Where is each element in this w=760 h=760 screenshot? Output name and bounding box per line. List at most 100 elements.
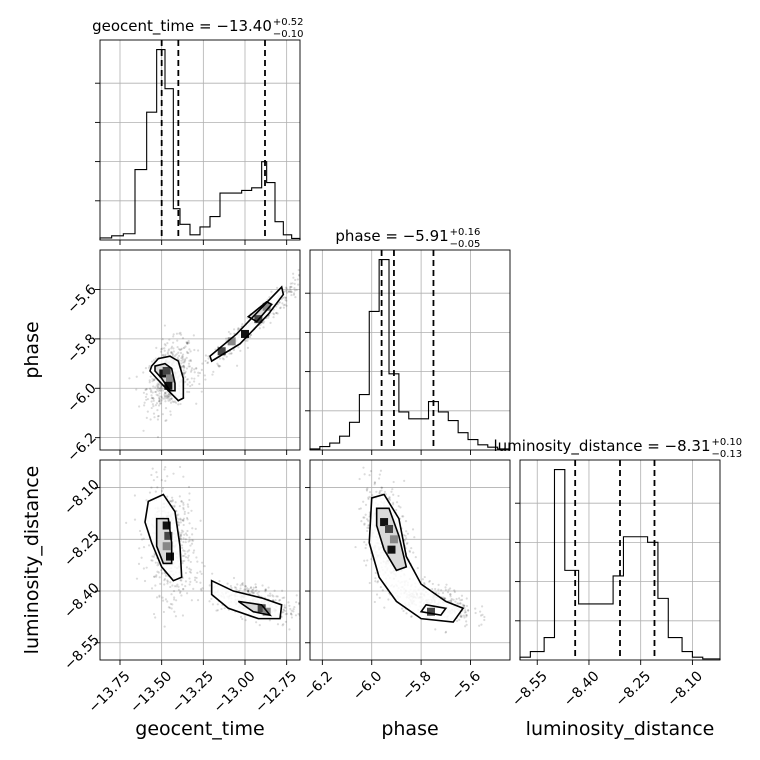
sample-point [182,588,185,591]
sample-point [183,371,186,375]
sample-point [184,532,188,535]
sample-point [297,603,300,606]
sample-point [410,547,413,550]
sample-point [164,479,167,483]
y-tick-label: −5.8 [64,331,99,366]
sample-point [279,306,282,309]
sample-point [176,356,179,359]
sample-point [200,561,204,564]
sample-point [150,587,154,590]
sample-point [453,589,456,592]
sample-point [156,435,160,439]
sample-point [373,483,376,486]
sample-point [175,514,179,517]
sample-point [289,290,292,294]
sample-point [181,357,184,360]
sample-point [140,556,143,559]
sample-point [363,516,366,519]
grid-lines [536,460,693,660]
sample-point [166,579,169,582]
sample-point [171,499,174,502]
sample-point [366,518,369,521]
sample-point [404,534,407,537]
sample-point [171,400,174,403]
sample-point [281,624,284,627]
sample-point [184,541,187,544]
sample-point [250,590,253,593]
sample-point [247,588,250,591]
sample-point [160,569,163,572]
sample-point [170,593,173,596]
density-pixel [227,337,236,346]
density-pixel [387,545,396,554]
sample-point [319,258,321,260]
sample-point [306,279,308,281]
sample-point [153,575,156,578]
sample-point [363,522,366,525]
sample-point [404,520,408,523]
sample-point [284,296,288,299]
sample-point [195,366,198,370]
scatter-geocent_time-luminosity_distance [125,465,300,631]
sample-point [181,519,184,522]
sample-point [158,397,161,401]
sample-point [294,278,297,282]
sample-point [168,606,171,609]
sample-point [171,353,175,356]
sample-point [403,539,406,542]
sample-point [246,590,250,593]
sample-point [189,580,192,583]
sample-point [187,351,190,355]
sample-point [239,584,242,587]
sample-point [444,586,447,589]
sample-point [467,609,470,612]
sample-point [161,354,164,357]
sample-point [160,348,163,351]
sample-point [150,559,153,562]
y-tick-label: −5.6 [64,282,99,317]
sample-point [188,539,192,542]
sample-point [297,268,300,272]
x-tick-label: −6.0 [350,668,385,703]
sample-point [156,408,159,412]
sample-point [164,395,167,398]
sample-point [177,403,180,406]
sample-point [159,582,162,585]
sample-point [405,612,408,615]
sample-point [184,552,187,555]
sample-point [190,509,193,512]
sample-point [262,320,266,323]
sample-point [154,386,157,389]
sample-point [185,367,189,370]
sample-point [163,579,166,582]
sample-point [146,410,149,413]
sample-point [413,536,416,539]
sample-point [180,531,183,534]
sample-point [288,604,291,607]
sample-point [455,597,458,601]
sample-point [365,543,368,546]
y-tick-label: −8.55 [61,632,103,674]
sample-point [465,620,468,623]
sample-point [261,584,264,587]
sample-point [161,389,165,392]
sample-point [167,606,170,609]
sample-point [450,597,453,601]
sample-point [292,610,295,613]
contour-line [209,285,285,363]
sample-point [166,342,169,345]
sample-point [302,280,304,282]
sample-point [244,585,247,588]
sample-point [480,605,484,608]
sample-point [290,290,293,294]
sample-point [216,609,219,612]
sample-point [159,387,162,390]
sample-point [164,400,167,403]
sample-point [192,539,195,542]
sample-point [243,588,246,591]
sample-point [191,383,194,387]
sample-point [381,589,384,592]
sample-point [159,402,162,405]
contour-line [368,493,465,623]
sample-point [285,287,288,290]
